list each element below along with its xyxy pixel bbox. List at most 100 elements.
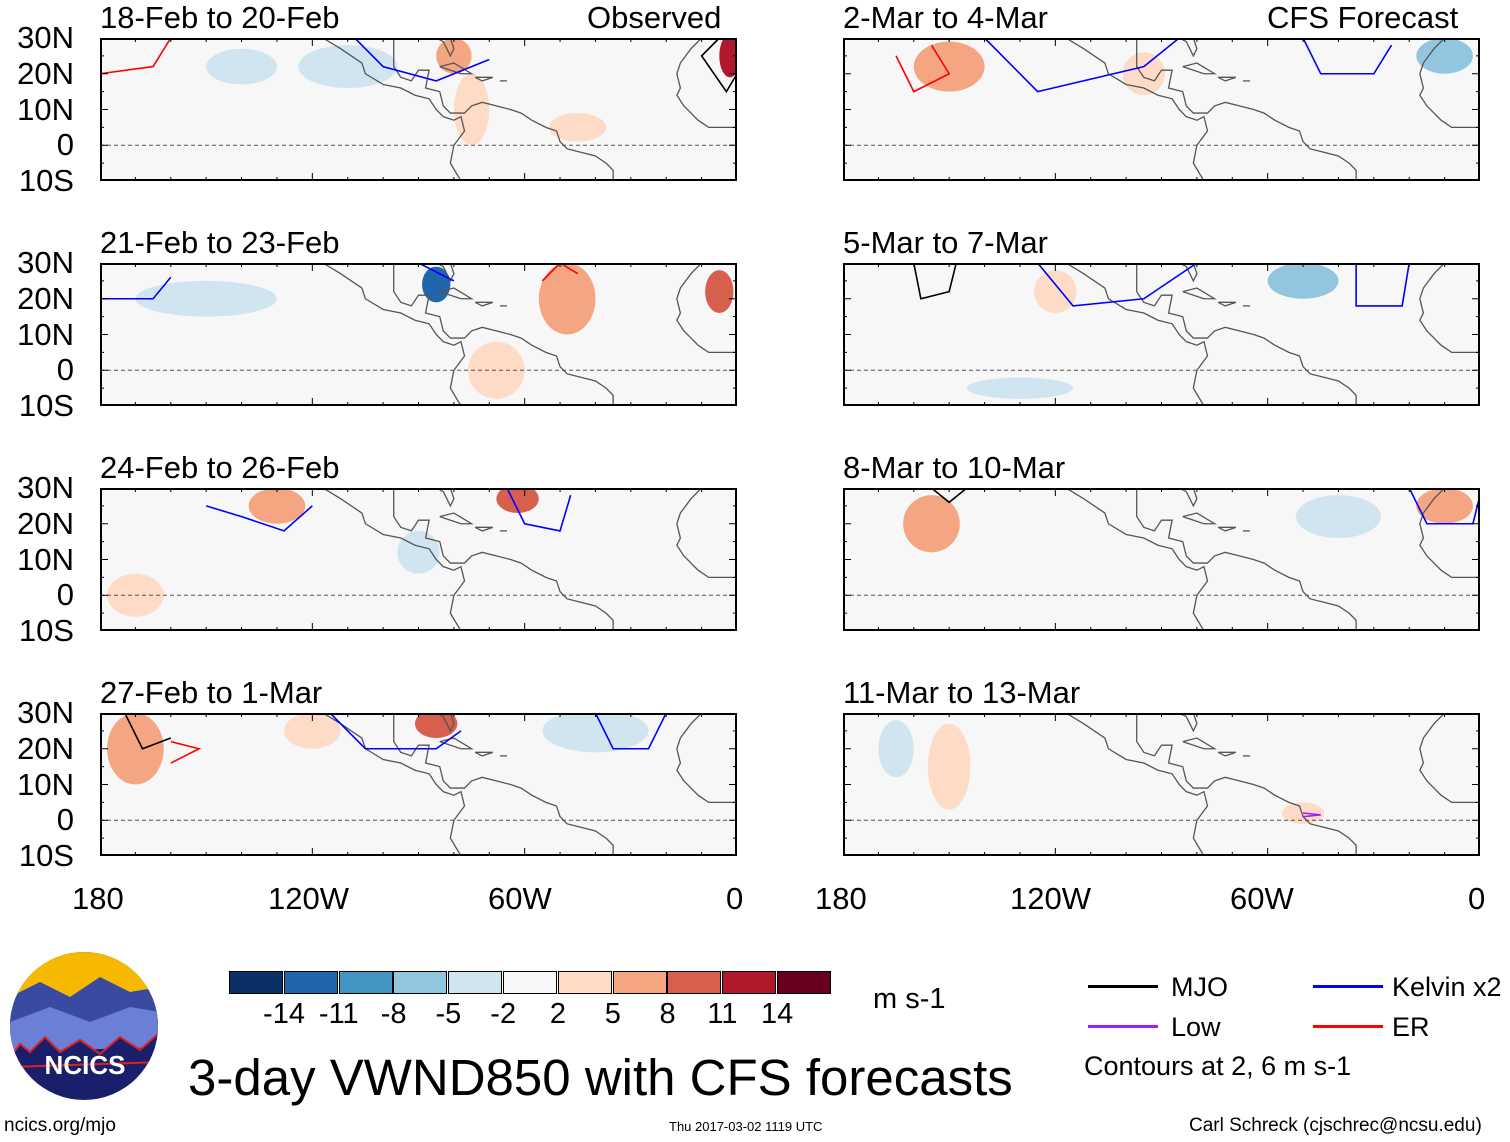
figure-title: 3-day VWND850 with CFS forecasts: [188, 1049, 1013, 1106]
map-panel: [100, 488, 737, 631]
coastline: [676, 263, 737, 354]
colorbar-label: -2: [490, 998, 517, 1030]
footer-url[interactable]: ncics.org/mjo: [4, 1115, 116, 1136]
coastline: [439, 512, 474, 525]
colorbar-label: -11: [318, 998, 359, 1030]
map-panel: [100, 263, 737, 406]
anomaly-shading: [913, 41, 985, 92]
anomaly-shading: [248, 488, 306, 524]
colorbar-swatch: [722, 971, 777, 994]
coastline: [1182, 287, 1217, 300]
legend-line-mjo: [1088, 985, 1158, 988]
lon-label: 0: [726, 881, 744, 916]
colorbar-units: m s-1: [873, 983, 946, 1015]
anomaly-shading: [927, 723, 971, 810]
coastline: [1136, 488, 1357, 631]
colorbar-label: 5: [604, 998, 621, 1030]
footer-credit: Carl Schreck (cjschrec@ncsu.edu): [1189, 1115, 1482, 1136]
legend-line-kelvin: [1313, 985, 1383, 988]
map-panel: [100, 713, 737, 856]
contour-note: Contours at 2, 6 m s-1: [1084, 1051, 1352, 1081]
coastline: [1182, 737, 1217, 750]
lat-label: 0: [56, 352, 74, 388]
lat-label: 20N: [17, 55, 74, 91]
map-panel: [843, 713, 1480, 856]
panel-title: 8-Mar to 10-Mar: [843, 450, 1066, 485]
lat-label: 0: [56, 127, 74, 163]
legend-line-er: [1313, 1025, 1383, 1028]
coastline: [1065, 38, 1209, 181]
anomaly-shading: [549, 113, 607, 142]
colorbar-label: 14: [761, 998, 794, 1030]
coastline: [439, 287, 474, 300]
panel-title: 11-Mar to 13-Mar: [843, 675, 1081, 710]
anomaly-shading: [903, 495, 960, 553]
lat-label: 10S: [18, 613, 74, 648]
wave-contour: [930, 488, 968, 504]
anomaly-shading: [397, 530, 440, 574]
legend-line-low: [1088, 1025, 1158, 1028]
coastline: [1178, 713, 1198, 733]
panel-title: 21-Feb to 23-Feb: [100, 225, 340, 260]
lat-label: 10N: [17, 316, 74, 352]
coastline: [1182, 62, 1217, 75]
panel-title: 27-Feb to 1-Mar: [100, 675, 323, 710]
anomaly-shading: [414, 713, 458, 739]
wave-contour: [895, 44, 951, 93]
lat-label: 30N: [17, 20, 74, 55]
anomaly-shading: [453, 73, 490, 146]
anomaly-shading: [705, 270, 734, 314]
colorbar-label: 11: [707, 998, 738, 1030]
colorbar-label: -14: [263, 998, 305, 1030]
anomaly-shading: [496, 488, 539, 514]
coastline: [1136, 38, 1357, 181]
lon-label: 0: [1468, 881, 1486, 916]
coastline: [393, 38, 614, 181]
coastline: [1217, 301, 1237, 307]
coastline: [1178, 38, 1198, 58]
logo-text: NCICS: [45, 1050, 126, 1080]
lat-label: 0: [56, 577, 74, 613]
coastline: [1065, 263, 1209, 406]
wave-contour: [1302, 38, 1393, 75]
coastline: [322, 38, 466, 181]
coastline: [1419, 38, 1480, 129]
lon-label: 180: [815, 881, 867, 916]
panel-title: 5-Mar to 7-Mar: [843, 225, 1048, 260]
coastline: [1178, 263, 1198, 283]
observed-header: Observed: [587, 0, 722, 35]
coastline: [1217, 526, 1237, 532]
panel-title: 2-Mar to 4-Mar: [843, 0, 1048, 35]
wave-contour: [541, 263, 579, 282]
legend-label: MJO: [1171, 972, 1228, 1002]
coastline: [435, 38, 455, 58]
colorbar-label: 2: [549, 998, 567, 1030]
coastline: [474, 301, 494, 307]
lat-label: 10N: [17, 766, 74, 802]
panel-title: 24-Feb to 26-Feb: [100, 450, 340, 485]
wave-contour: [983, 38, 1180, 93]
coastline: [474, 526, 494, 532]
wave-contour: [594, 713, 667, 750]
lat-label: 0: [56, 802, 74, 838]
anomaly-shading: [1295, 495, 1381, 539]
coastline: [1136, 263, 1357, 406]
anomaly-shading: [107, 713, 164, 785]
anomaly-shading: [135, 280, 277, 317]
anomaly-shading: [206, 48, 277, 85]
panel-title: 18-Feb to 20-Feb: [100, 0, 340, 35]
wave-contour: [205, 505, 313, 532]
coastline: [1182, 512, 1217, 525]
anomaly-shading: [1267, 263, 1339, 299]
map-panel: [843, 488, 1480, 631]
coastline: [1419, 713, 1480, 804]
wave-contour: [170, 740, 202, 764]
lon-label: 120W: [1010, 881, 1091, 916]
colorbar-label: -5: [435, 998, 462, 1030]
colorbar-swatch: [777, 971, 831, 994]
lon-label: 180: [72, 881, 124, 916]
map-panel: [100, 38, 737, 181]
wave-contour: [1355, 263, 1411, 307]
anomaly-shading: [538, 263, 596, 335]
lat-label: 30N: [17, 470, 74, 505]
